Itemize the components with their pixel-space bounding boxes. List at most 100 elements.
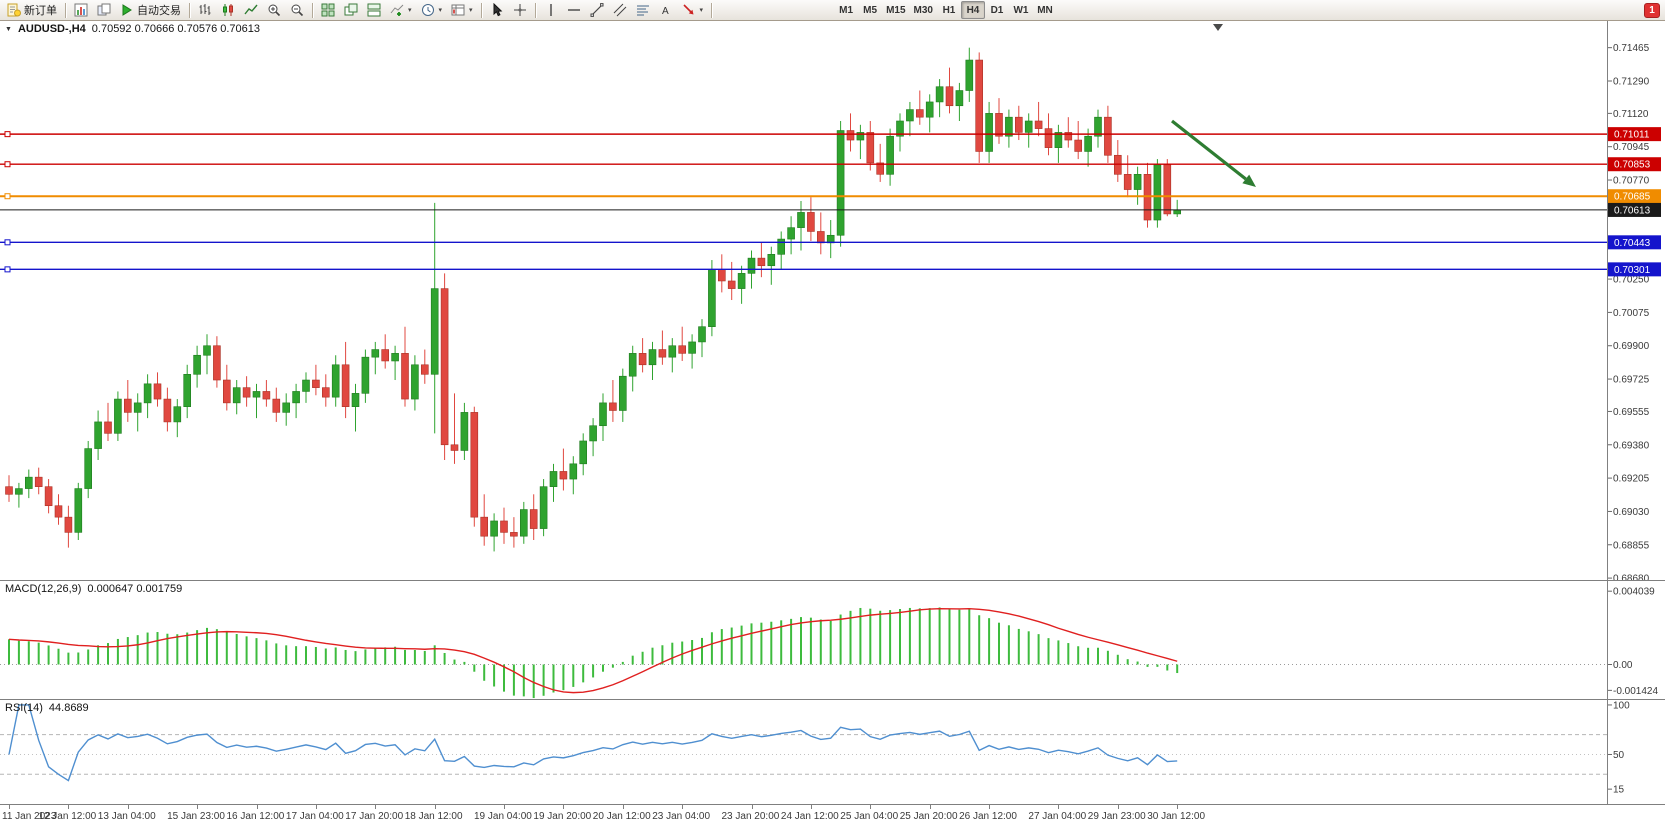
time-label: 13 Jan 04:00: [97, 811, 156, 822]
time-axis[interactable]: 11 Jan 2023 12 Jan 12:00 13 Jan 04:00 15 Ja…: [0, 805, 1665, 830]
macd-values: 0.000647 0.001759: [87, 583, 183, 595]
svg-text:0.70250: 0.70250: [1613, 275, 1650, 286]
candlesticks: [5, 47, 1181, 552]
fibonacci-icon: [636, 5, 649, 16]
timeframe-m15[interactable]: M15: [882, 1, 909, 19]
navigator-window-button[interactable]: [93, 1, 115, 19]
equidistant-channel-icon: [613, 3, 626, 17]
time-tick: [375, 805, 377, 809]
timeframe-w1[interactable]: W1: [1009, 1, 1033, 19]
arrows-button[interactable]: ▾: [678, 1, 708, 19]
svg-text:A: A: [662, 6, 669, 17]
svg-text:0.68680: 0.68680: [1613, 574, 1650, 580]
timeframe-mn[interactable]: MN: [1033, 1, 1057, 19]
rsi-label: RSI(14) 44.8689: [5, 702, 89, 714]
dropdown-caret-icon: ▾: [699, 6, 704, 14]
vertical-line-button[interactable]: [540, 1, 562, 19]
toolbar-separator: [534, 2, 536, 18]
timeframe-h4[interactable]: H4: [960, 1, 985, 19]
macd-panel[interactable]: MACD(12,26,9) 0.000647 0.001759 0.004039…: [0, 581, 1665, 700]
line-chart-type-button[interactable]: [240, 1, 262, 19]
price-tag-text: 0.70613: [1614, 205, 1651, 216]
price-tag: [1608, 127, 1661, 142]
time-label: 24 Jan 12:00: [780, 811, 839, 822]
time-tick: [989, 805, 991, 809]
candlestick-type-button[interactable]: [217, 1, 239, 19]
time-label: 16 Jan 12:00: [226, 811, 285, 822]
charts-window-button[interactable]: [70, 1, 92, 19]
text-button[interactable]: A: [655, 1, 677, 19]
channel-button[interactable]: [609, 1, 631, 19]
cursor-icon: [493, 3, 502, 17]
rsi-name: RSI(14): [5, 702, 43, 714]
line-handle[interactable]: [4, 266, 11, 273]
zoom-in-button[interactable]: [263, 1, 285, 19]
timeframe-m30[interactable]: M30: [910, 1, 937, 19]
trend-arrow-annotation[interactable]: [1171, 119, 1256, 187]
toolbar-separator: [312, 2, 313, 18]
timeframe-m1[interactable]: M1: [834, 1, 858, 19]
dropdown-caret-icon: ▾: [469, 6, 473, 14]
indicators-button[interactable]: ▾: [386, 1, 416, 19]
new-order-icon: [7, 3, 21, 17]
svg-text:0.70945: 0.70945: [1613, 142, 1650, 153]
horizontal-line-icon: [567, 9, 580, 11]
vertical-line-icon: [549, 4, 552, 16]
price-tag: [1608, 262, 1661, 277]
tile-windows-button[interactable]: [317, 1, 339, 19]
new-order-label: 新订单: [24, 5, 57, 17]
collapse-arrow-icon[interactable]: ▼: [5, 25, 12, 33]
time-label: 25 Jan 04:00: [840, 811, 899, 822]
crosshair-icon: [513, 4, 526, 16]
fibonacci-button[interactable]: [632, 1, 654, 19]
template-icon: [451, 4, 465, 16]
price-tag-text: 0.70301: [1614, 265, 1651, 276]
time-label: 26 Jan 12:00: [959, 811, 1017, 822]
main-chart-panel[interactable]: ▼ AUDUSD-,H4 0.70592 0.70666 0.70576 0.7…: [0, 21, 1665, 581]
notification-badge[interactable]: 1: [1644, 3, 1660, 18]
time-label: 30 Jan 12:00: [1147, 811, 1206, 822]
zoom-out-button[interactable]: [286, 1, 308, 19]
bar-chart-type-button[interactable]: [194, 1, 216, 19]
rsi-chart[interactable]: 100 50 15: [0, 700, 1665, 804]
macd-axis-label: -0.001424: [1613, 686, 1658, 697]
horizontal-line-button[interactable]: [563, 1, 585, 19]
new-order-button[interactable]: 新订单: [3, 1, 61, 19]
macd-name: MACD(12,26,9): [5, 583, 82, 595]
dropdown-caret-icon: ▾: [438, 6, 443, 14]
svg-text:0.69205: 0.69205: [1613, 474, 1650, 485]
time-label: 29 Jan 23:00: [1087, 811, 1146, 822]
rsi-panel[interactable]: RSI(14) 44.8689 100 50 15: [0, 700, 1665, 805]
autotrading-button[interactable]: 自动交易: [116, 1, 185, 19]
candlestick-chart[interactable]: 0.71465 0.71290 0.71120 0.70945 0.70770 0.702…: [0, 21, 1665, 580]
line-handle[interactable]: [4, 161, 11, 168]
timeframe-d1[interactable]: D1: [985, 1, 1009, 19]
trendline-icon: [590, 3, 604, 17]
line-handle[interactable]: [4, 193, 11, 200]
chart-title: ▼ AUDUSD-,H4 0.70592 0.70666 0.70576 0.7…: [5, 23, 260, 35]
crosshair-button[interactable]: [509, 1, 531, 19]
macd-signal-line: [8, 607, 1178, 694]
chart-shift-marker[interactable]: [1213, 24, 1223, 31]
timeframe-m5[interactable]: M5: [858, 1, 882, 19]
timeframe-h1[interactable]: H1: [937, 1, 961, 19]
time-tick: [563, 805, 565, 809]
time-tick: [127, 805, 129, 809]
zoom-in-icon: [268, 4, 281, 17]
line-handle[interactable]: [4, 239, 11, 246]
macd-chart[interactable]: 0.004039 0.00 -0.001424: [0, 581, 1665, 699]
arrange-windows-button[interactable]: [363, 1, 385, 19]
templates-button[interactable]: ▾: [447, 1, 477, 19]
rsi-value: 44.8689: [48, 702, 89, 714]
periods-button[interactable]: ▾: [417, 1, 447, 19]
line-handle[interactable]: [4, 131, 11, 138]
time-tick: [434, 805, 436, 809]
arrange-windows-icon: [367, 3, 381, 17]
main-toolbar: 新订单 自动交易: [0, 0, 1665, 21]
indicators-plus-icon: [390, 4, 404, 16]
cursor-button[interactable]: [486, 1, 508, 19]
navigator-icon: [97, 3, 111, 16]
cascade-windows-button[interactable]: [340, 1, 362, 19]
trendline-button[interactable]: [586, 1, 608, 19]
time-tick: [504, 805, 505, 809]
